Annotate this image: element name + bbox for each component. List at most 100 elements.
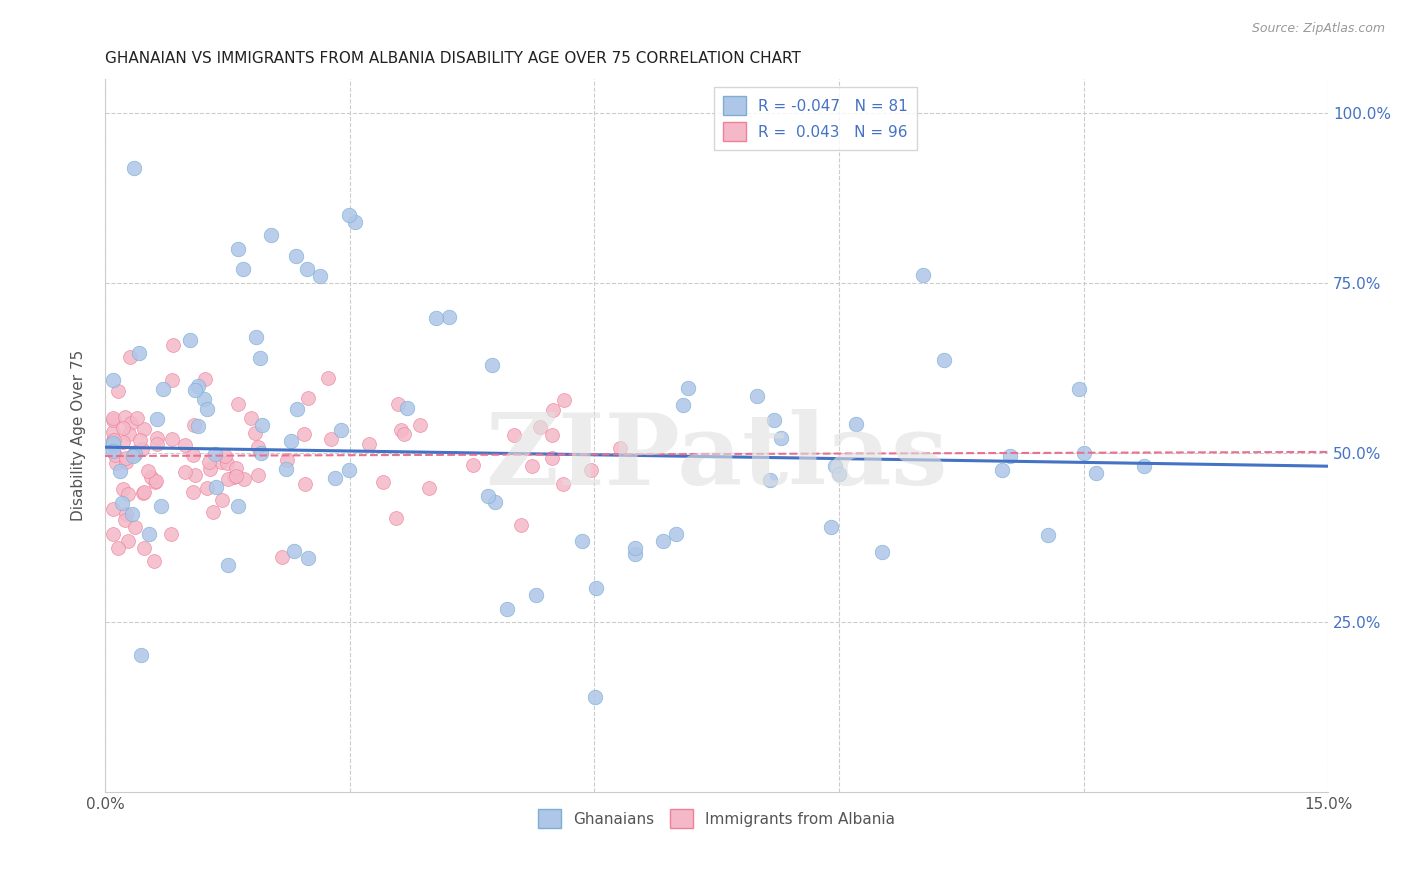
Point	[101, 425, 124, 439]
Point	[173, 438, 195, 452]
Point	[1073, 445, 1095, 459]
Point	[321, 432, 343, 446]
Point	[145, 431, 167, 445]
Point	[179, 333, 201, 347]
Y-axis label: Disability Age Over 75: Disability Age Over 75	[72, 350, 86, 521]
Point	[138, 464, 160, 478]
Point	[624, 541, 647, 555]
Point	[107, 541, 129, 555]
Point	[104, 449, 127, 463]
Point	[665, 527, 688, 541]
Point	[121, 507, 143, 521]
Point	[162, 373, 184, 387]
Point	[186, 419, 208, 434]
Point	[132, 485, 155, 500]
Point	[276, 453, 298, 467]
Point	[134, 422, 156, 436]
Point	[294, 477, 316, 491]
Point	[217, 472, 239, 486]
Point	[121, 449, 143, 463]
Point	[250, 418, 273, 433]
Point	[117, 533, 139, 548]
Point	[120, 416, 142, 430]
Point	[101, 438, 124, 452]
Point	[101, 443, 124, 458]
Point	[585, 582, 607, 596]
Point	[477, 489, 499, 503]
Point	[991, 462, 1014, 476]
Point	[222, 470, 245, 484]
Point	[998, 449, 1021, 463]
Point	[280, 434, 302, 449]
Point	[285, 249, 308, 263]
Point	[124, 445, 146, 459]
Point	[111, 483, 134, 497]
Point	[285, 402, 308, 417]
Point	[117, 487, 139, 501]
Point	[481, 358, 503, 372]
Point	[205, 480, 228, 494]
Point	[101, 434, 124, 448]
Point	[193, 392, 215, 406]
Point	[579, 463, 602, 477]
Point	[160, 527, 183, 541]
Point	[1133, 459, 1156, 474]
Point	[676, 381, 699, 395]
Point	[184, 383, 207, 397]
Point	[337, 463, 360, 477]
Point	[385, 511, 408, 525]
Point	[541, 427, 564, 442]
Point	[162, 338, 184, 352]
Point	[232, 262, 254, 277]
Point	[131, 442, 153, 456]
Point	[114, 514, 136, 528]
Point	[529, 420, 551, 434]
Point	[309, 269, 332, 284]
Point	[395, 401, 418, 416]
Point	[101, 412, 124, 426]
Point	[204, 447, 226, 461]
Point	[276, 462, 298, 476]
Point	[129, 433, 152, 447]
Point	[571, 533, 593, 548]
Point	[111, 434, 134, 449]
Point	[107, 384, 129, 398]
Point	[108, 464, 131, 478]
Point	[318, 371, 340, 385]
Point	[101, 435, 124, 450]
Text: GHANAIAN VS IMMIGRANTS FROM ALBANIA DISABILITY AGE OVER 75 CORRELATION CHART: GHANAIAN VS IMMIGRANTS FROM ALBANIA DISA…	[105, 51, 801, 66]
Point	[128, 346, 150, 360]
Point	[747, 389, 769, 403]
Point	[149, 499, 172, 513]
Point	[138, 526, 160, 541]
Point	[195, 481, 218, 495]
Point	[249, 351, 271, 365]
Point	[181, 484, 204, 499]
Point	[609, 441, 631, 455]
Point	[245, 330, 267, 344]
Point	[232, 473, 254, 487]
Point	[187, 378, 209, 392]
Point	[181, 448, 204, 462]
Point	[224, 469, 246, 483]
Point	[297, 391, 319, 405]
Point	[828, 467, 851, 481]
Point	[198, 455, 221, 469]
Point	[503, 428, 526, 442]
Point	[194, 372, 217, 386]
Point	[408, 418, 430, 433]
Point	[112, 420, 135, 434]
Point	[122, 161, 145, 175]
Point	[337, 208, 360, 222]
Point	[371, 475, 394, 489]
Point	[243, 425, 266, 440]
Point	[214, 450, 236, 464]
Point	[184, 467, 207, 482]
Point	[115, 455, 138, 469]
Point	[294, 427, 316, 442]
Point	[162, 432, 184, 446]
Point	[183, 417, 205, 432]
Point	[510, 518, 533, 533]
Point	[330, 423, 353, 437]
Point	[271, 550, 294, 565]
